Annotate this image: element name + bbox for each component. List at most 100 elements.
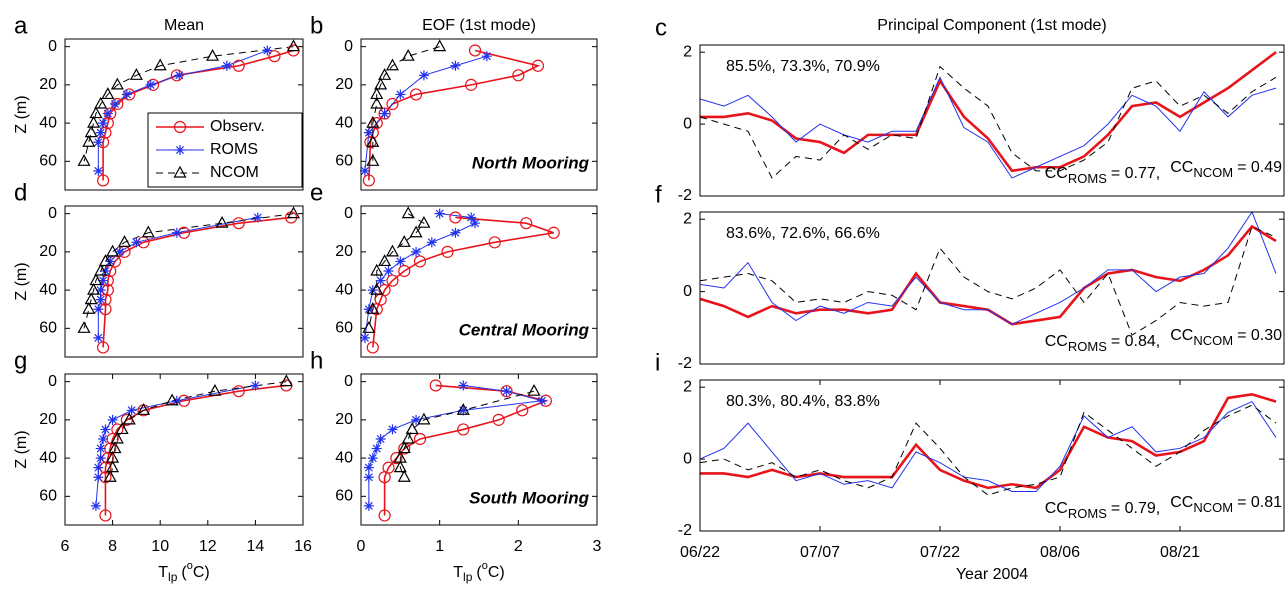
marker bbox=[450, 60, 461, 71]
marker bbox=[95, 294, 106, 305]
y-tick-label: 0 bbox=[48, 373, 57, 390]
y-tick-label: 0 bbox=[683, 450, 692, 467]
marker bbox=[395, 89, 406, 100]
marker bbox=[108, 441, 122, 454]
y-tick-label: -2 bbox=[678, 522, 692, 539]
marker bbox=[109, 98, 120, 109]
y-axis-label: Z (m) bbox=[13, 262, 30, 300]
axes-frame bbox=[699, 44, 1285, 197]
marker bbox=[470, 218, 481, 229]
y-tick-label: 20 bbox=[335, 76, 353, 93]
series-line bbox=[700, 400, 1277, 492]
series-line bbox=[83, 46, 294, 162]
marker bbox=[466, 212, 477, 223]
cc-sub: ROMS bbox=[1068, 339, 1107, 354]
y-tick-label: 0 bbox=[683, 283, 692, 300]
axes-frame bbox=[699, 379, 1285, 532]
series-line bbox=[102, 49, 294, 181]
marker bbox=[102, 108, 113, 119]
x-tick-label: 07/07 bbox=[800, 544, 840, 561]
marker bbox=[145, 79, 156, 90]
marker bbox=[232, 59, 245, 72]
cc-value: = 0.49 bbox=[1237, 159, 1282, 176]
series-line bbox=[97, 216, 258, 338]
marker bbox=[363, 472, 374, 483]
marker bbox=[520, 217, 533, 230]
marker bbox=[110, 77, 124, 90]
axes-frame bbox=[64, 205, 304, 358]
marker bbox=[93, 332, 104, 343]
marker bbox=[77, 154, 91, 166]
marker bbox=[106, 244, 120, 257]
y-tick-label: 60 bbox=[335, 320, 353, 337]
legend-marker bbox=[175, 145, 185, 155]
y-tick-label: 40 bbox=[39, 281, 57, 298]
marker bbox=[468, 44, 482, 57]
y-tick-label: 2 bbox=[683, 43, 692, 60]
panel-letter: i bbox=[655, 349, 660, 376]
panel-letter: a bbox=[14, 12, 28, 39]
marker bbox=[378, 254, 392, 267]
series-line bbox=[372, 46, 440, 162]
marker bbox=[366, 115, 380, 128]
marker bbox=[366, 154, 380, 166]
series-line bbox=[700, 65, 1277, 179]
marker bbox=[547, 226, 560, 239]
marker bbox=[370, 263, 384, 276]
y-tick-label: 60 bbox=[335, 488, 353, 505]
marker bbox=[449, 211, 462, 224]
marker bbox=[363, 462, 374, 473]
y-tick-label: 60 bbox=[39, 153, 57, 170]
marker bbox=[93, 137, 104, 148]
marker bbox=[171, 395, 182, 406]
marker bbox=[385, 244, 399, 257]
marker bbox=[286, 39, 300, 52]
y-tick-label: 20 bbox=[39, 411, 57, 428]
marker bbox=[87, 282, 101, 295]
mooring-label: Central Mooring bbox=[459, 320, 590, 339]
marker bbox=[98, 254, 112, 267]
marker bbox=[434, 208, 445, 219]
marker bbox=[387, 424, 398, 435]
y-tick-label: 60 bbox=[39, 320, 57, 337]
label-part: T bbox=[158, 564, 168, 581]
axes-frame bbox=[699, 211, 1285, 365]
label-sub: lp bbox=[463, 570, 473, 584]
marker bbox=[107, 414, 118, 425]
marker bbox=[250, 380, 261, 391]
marker bbox=[405, 422, 419, 435]
x-tick-label: 08/21 bbox=[1160, 544, 1200, 561]
marker bbox=[401, 431, 415, 444]
plot-area bbox=[95, 381, 287, 516]
cc-sub: NCOM bbox=[1193, 500, 1233, 515]
marker bbox=[409, 88, 423, 101]
y-tick-label: 20 bbox=[335, 411, 353, 428]
x-tick-label: 07/22 bbox=[920, 544, 960, 561]
marker bbox=[286, 206, 300, 219]
marker bbox=[114, 246, 125, 257]
y-tick-label: 0 bbox=[683, 115, 692, 132]
series-line bbox=[372, 216, 554, 348]
marker bbox=[401, 206, 415, 219]
panel-letter: g bbox=[14, 347, 27, 374]
series-line bbox=[700, 225, 1277, 336]
y-tick-label: 0 bbox=[344, 373, 353, 390]
marker bbox=[96, 341, 110, 354]
series-line bbox=[109, 381, 287, 478]
cc-sub: NCOM bbox=[1193, 333, 1233, 348]
marker bbox=[465, 78, 478, 91]
marker bbox=[362, 321, 376, 333]
marker bbox=[221, 60, 232, 71]
marker bbox=[366, 134, 380, 147]
marker bbox=[95, 285, 106, 296]
x-tick-label: 10 bbox=[151, 538, 169, 555]
x-axis-label: Tlp (oC) bbox=[453, 560, 504, 584]
cc-base: CC bbox=[1170, 494, 1193, 511]
marker bbox=[413, 255, 427, 268]
axes-frame bbox=[360, 205, 598, 358]
marker bbox=[215, 215, 229, 228]
marker bbox=[141, 225, 155, 238]
marker bbox=[374, 77, 388, 90]
marker bbox=[252, 212, 263, 223]
legend-label: NCOM bbox=[210, 164, 259, 181]
